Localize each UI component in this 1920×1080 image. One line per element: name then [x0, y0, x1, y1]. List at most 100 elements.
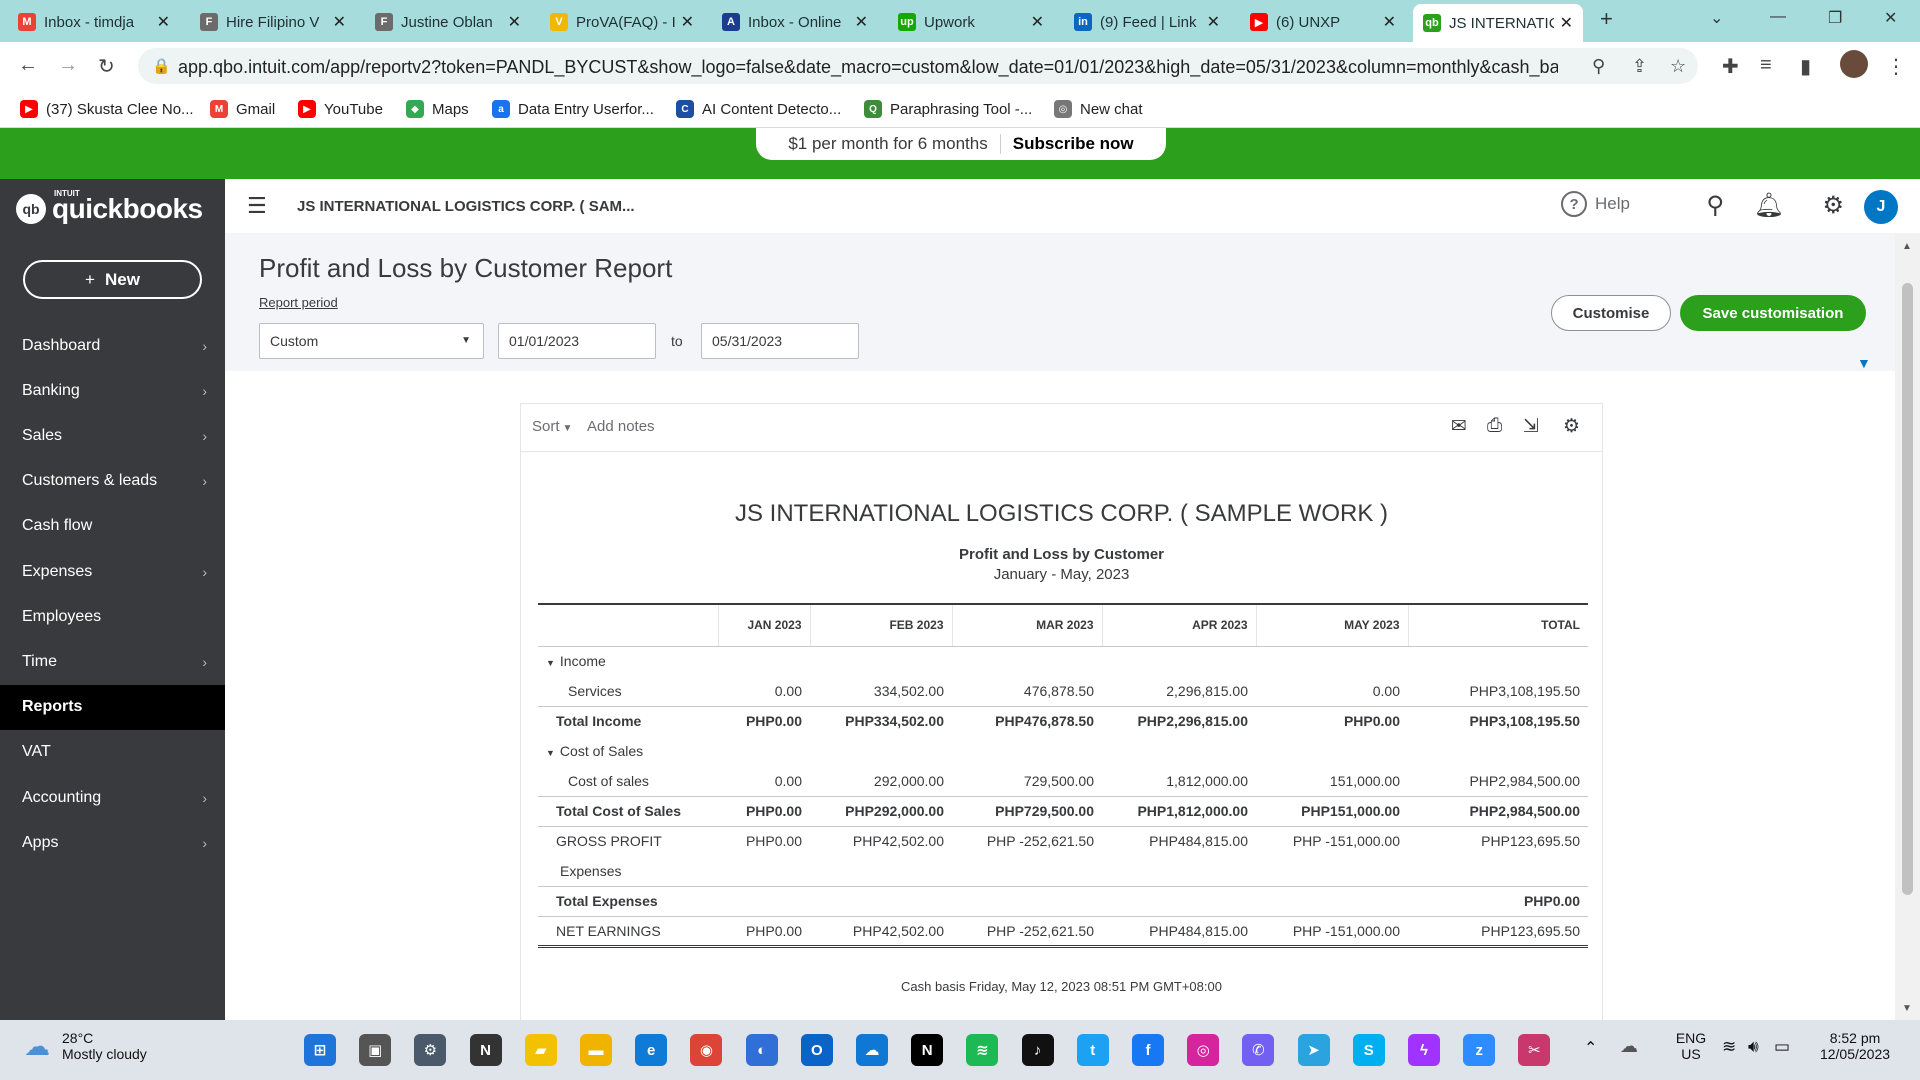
promo-pill[interactable]: $1 per month for 6 months Subscribe now — [756, 128, 1166, 160]
new-tab-icon[interactable]: + — [1600, 6, 1613, 31]
browser-tab[interactable]: qb JS INTERNATIC ✕ — [1413, 4, 1583, 42]
tray-overflow-icon[interactable]: ⌃ — [1584, 1040, 1598, 1057]
row-value[interactable]: PHP3,108,195.50 — [1469, 682, 1580, 699]
row-label[interactable]: ▼ Cost of Sales — [538, 736, 718, 766]
sidebar-item-dashboard[interactable]: Dashboard › — [0, 323, 225, 368]
clock[interactable]: 8:52 pm 12/05/2023 — [1810, 1030, 1900, 1062]
sidebar-item-vat[interactable]: VAT — [0, 730, 225, 775]
maximize-icon[interactable]: ❐ — [1828, 10, 1843, 27]
task-view-icon[interactable]: ▣ — [359, 1034, 392, 1066]
row-value[interactable]: 1,812,000.00 — [1166, 772, 1248, 789]
row-value[interactable]: PHP42,502.00 — [810, 915, 952, 948]
row-value[interactable]: PHP42,502.00 — [810, 825, 952, 856]
file-explorer-icon[interactable]: ▬ — [580, 1034, 612, 1066]
battery-icon[interactable]: ▭ — [1774, 1037, 1791, 1056]
profile-avatar[interactable] — [1840, 50, 1868, 78]
close-tab-icon[interactable]: ✕ — [507, 14, 521, 31]
row-value[interactable]: 334,502.00 — [873, 682, 944, 699]
customise-button[interactable]: Customise — [1551, 295, 1671, 331]
row-value[interactable]: PHP476,878.50 — [952, 705, 1102, 736]
close-tab-icon[interactable]: ✕ — [1206, 14, 1220, 31]
row-value[interactable]: 0.00 — [1372, 682, 1400, 699]
print-icon[interactable]: ⎙ — [1487, 415, 1503, 436]
snipping-tool-icon[interactable]: ✂ — [1518, 1034, 1551, 1066]
add-notes-button[interactable]: Add notes — [587, 418, 655, 435]
browser-tab[interactable]: V ProVA(FAQ) - I ✕ — [540, 6, 704, 38]
row-value[interactable]: PHP729,500.00 — [952, 795, 1102, 826]
row-value[interactable]: PHP0.00 — [718, 795, 810, 826]
lock-icon[interactable]: 🔒 — [152, 58, 171, 75]
scroll-down-icon[interactable]: ▼ — [1902, 1003, 1912, 1014]
onedrive-icon[interactable]: ☁ — [856, 1034, 888, 1066]
tab-search-icon[interactable]: ⌄ — [1710, 10, 1724, 27]
bookmark-item[interactable]: ▶ (37) Skusta Clee No... — [20, 100, 194, 118]
share-icon[interactable]: ⇪ — [1632, 56, 1648, 76]
scroll-thumb[interactable] — [1902, 283, 1913, 895]
telegram-icon[interactable]: ➤ — [1297, 1034, 1330, 1066]
sidebar-item-banking[interactable]: Banking › — [0, 368, 225, 413]
sidebar-item-customers-leads[interactable]: Customers & leads › — [0, 459, 225, 504]
sidebar-item-employees[interactable]: Employees — [0, 594, 225, 639]
onedrive-tray-icon[interactable]: ☁ — [1620, 1036, 1638, 1056]
url-text[interactable]: app.qbo.intuit.com/app/reportv2?token=PA… — [178, 57, 1558, 77]
user-avatar[interactable]: J — [1864, 190, 1898, 224]
minimize-icon[interactable]: — — [1770, 8, 1786, 25]
sidebar-item-sales[interactable]: Sales › — [0, 413, 225, 458]
wifi-icon[interactable]: ≋ — [1722, 1037, 1737, 1056]
row-value[interactable]: PHP334,502.00 — [810, 705, 952, 736]
notifications-bell-icon[interactable]: 🔔︎ — [1753, 192, 1784, 219]
browser-tab[interactable]: up Upwork ✕ — [888, 6, 1054, 38]
settings-gear-icon[interactable]: ⚙ — [1822, 192, 1844, 219]
bookmark-item[interactable]: ▶ YouTube — [298, 100, 383, 118]
bookmark-item[interactable]: C AI Content Detecto... — [676, 100, 841, 118]
browser-tab[interactable]: A Inbox - Online ✕ — [712, 6, 878, 38]
menu-kebab-icon[interactable]: ⋮ — [1886, 56, 1906, 78]
row-value[interactable]: PHP3,108,195.50 — [1408, 705, 1588, 736]
quickbooks-logo[interactable]: qb INTUIT quickbooks — [16, 189, 203, 225]
browser-tab[interactable]: M Inbox - timdja ✕ — [8, 6, 180, 38]
browser-tab[interactable]: ▶ (6) UNXP ✕ — [1240, 6, 1406, 38]
twitter-icon[interactable]: t — [1076, 1034, 1109, 1066]
row-value[interactable]: PHP292,000.00 — [810, 795, 952, 826]
side-panel-icon[interactable]: ▮ — [1800, 56, 1812, 78]
instagram-icon[interactable]: ◎ — [1187, 1034, 1220, 1066]
sidebar-item-reports[interactable]: Reports — [0, 684, 225, 730]
row-value[interactable]: 0.00 — [774, 682, 802, 699]
help-button[interactable]: ? Help — [1561, 191, 1630, 217]
row-value[interactable]: PHP123,695.50 — [1408, 915, 1588, 948]
save-customisation-button[interactable]: Save customisation — [1680, 295, 1866, 331]
language-indicator[interactable]: ENG US — [1666, 1030, 1716, 1062]
scroll-up-icon[interactable]: ▲ — [1902, 241, 1912, 252]
report-settings-icon[interactable]: ⚙ — [1563, 416, 1581, 437]
bookmark-star-icon[interactable]: ☆ — [1670, 56, 1687, 76]
bookmark-item[interactable]: a Data Entry Userfor... — [492, 100, 654, 118]
start-icon[interactable]: ⊞ — [304, 1034, 336, 1066]
date-from-input[interactable]: 01/01/2023 — [498, 323, 656, 359]
collapse-chevron-icon[interactable]: ▼ — [1857, 355, 1871, 371]
bookmark-item[interactable]: ◆ Maps — [406, 100, 469, 118]
viber-icon[interactable]: ✆ — [1242, 1034, 1275, 1066]
sidebar-item-accounting[interactable]: Accounting › — [0, 775, 225, 820]
row-value[interactable]: PHP0.00 — [718, 825, 810, 856]
row-value[interactable]: PHP1,812,000.00 — [1102, 795, 1256, 826]
spotify-icon[interactable]: ≋ — [966, 1034, 999, 1066]
skype-icon[interactable]: S — [1352, 1034, 1385, 1066]
outlook-icon[interactable]: O — [800, 1034, 833, 1066]
column-header[interactable]: FEB 2023 — [809, 603, 952, 647]
search-icon[interactable]: ⚲ — [1706, 192, 1724, 219]
notion-icon[interactable]: N — [469, 1034, 502, 1066]
new-button[interactable]: + New — [23, 260, 202, 299]
report-period-select[interactable]: Custom ▼ — [259, 323, 484, 359]
vpn-icon[interactable]: ◐ — [745, 1034, 778, 1066]
row-value[interactable]: PHP0.00 — [1408, 885, 1588, 916]
column-header[interactable]: APR 2023 — [1101, 603, 1256, 647]
export-icon[interactable]: ⇲ — [1523, 416, 1539, 437]
netflix-icon[interactable]: N — [911, 1034, 944, 1066]
row-value[interactable]: PHP484,815.00 — [1102, 915, 1256, 948]
row-value[interactable]: PHP2,296,815.00 — [1102, 705, 1256, 736]
row-label[interactable]: ▼ Income — [538, 646, 718, 676]
sidebar-item-apps[interactable]: Apps › — [0, 820, 225, 865]
collapse-menu-icon[interactable]: ☰ — [247, 193, 267, 218]
volume-icon[interactable]: 🔊︎ — [1748, 1037, 1759, 1056]
collapse-triangle-icon[interactable]: ▼ — [546, 748, 555, 758]
